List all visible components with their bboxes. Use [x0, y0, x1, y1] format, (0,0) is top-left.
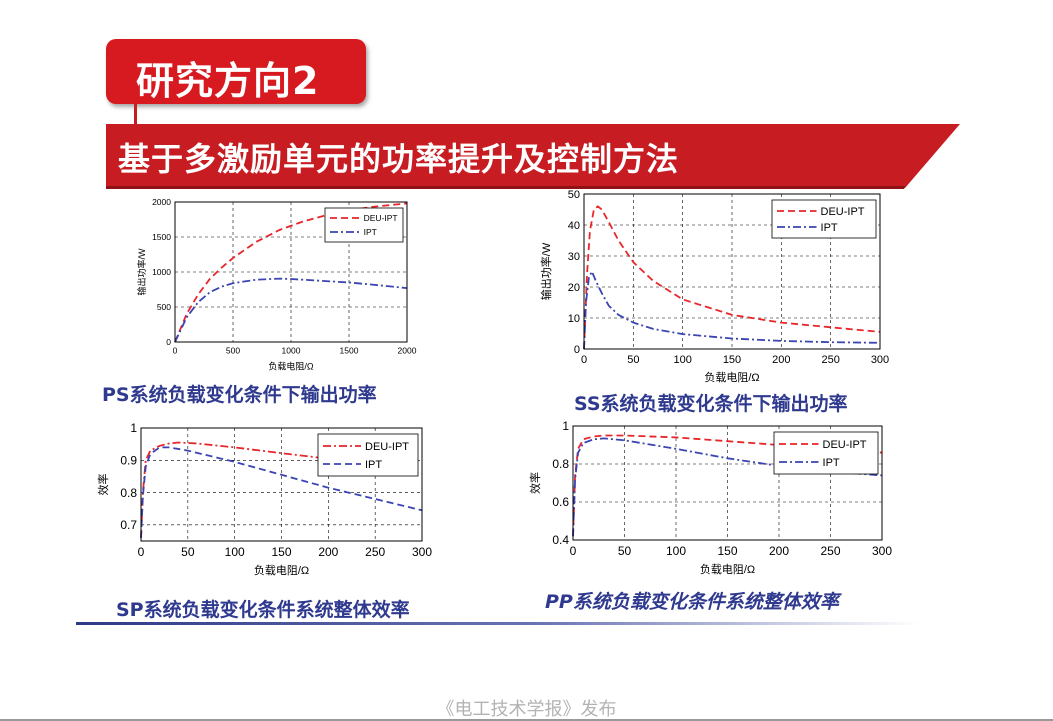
axes-frame: [572, 425, 883, 541]
x-axis-label: 负载电阻/Ω: [700, 562, 755, 576]
legend-label-ipt: IPT: [821, 222, 838, 234]
x-tick-label: 50: [627, 354, 639, 366]
footer-line: [0, 719, 1053, 721]
y-tick-label: 1000: [152, 267, 171, 277]
x-tick-label: 250: [820, 544, 840, 558]
caption-sp: SP系统负载变化条件系统整体效率: [116, 599, 410, 621]
y-tick-label: 0.4: [552, 533, 569, 547]
x-tick-label: 300: [412, 545, 432, 559]
x-tick-label: 100: [673, 354, 691, 366]
banner-title: 基于多激励单元的功率提升及控制方法: [118, 140, 680, 178]
y-tick-label: 1: [130, 421, 137, 435]
x-tick-label: 300: [872, 544, 892, 558]
x-tick-label: 200: [769, 544, 789, 558]
y-tick-label: 0.8: [552, 457, 569, 471]
x-axis-label: 负载电阻/Ω: [254, 563, 309, 577]
axes-frame: [140, 427, 423, 542]
legend-label-deu-ipt: DEU-IPT: [365, 441, 409, 453]
x-tick-label: 300: [871, 354, 889, 366]
x-tick-label: 150: [271, 545, 291, 559]
series-line-ipt: [174, 277, 408, 343]
x-tick-label: 2000: [398, 346, 417, 356]
x-tick-label: 500: [226, 346, 240, 356]
legend-label-deu-ipt: DEU-IPT: [364, 213, 398, 223]
x-tick-label: 250: [365, 545, 385, 559]
y-tick-label: 2000: [152, 197, 171, 207]
slide-title: 研究方向2: [136, 59, 320, 103]
x-tick-label: 1000: [282, 346, 301, 356]
x-tick-label: 50: [181, 545, 195, 559]
x-tick-label: 200: [772, 354, 790, 366]
x-tick-label: 0: [173, 346, 178, 356]
legend-label-deu-ipt: DEU-IPT: [823, 439, 867, 451]
x-tick-label: 200: [318, 545, 338, 559]
axes-frame: [174, 201, 408, 343]
x-tick-label: 0: [138, 545, 145, 559]
y-tick-label: 0: [574, 344, 580, 356]
x-tick-label: 100: [666, 544, 686, 558]
x-axis-label: 负载电阻/Ω: [704, 370, 759, 384]
y-tick-label: 0.6: [552, 495, 569, 509]
y-tick-label: 0: [166, 337, 171, 347]
x-tick-label: 0: [581, 354, 587, 366]
x-tick-label: 100: [225, 545, 245, 559]
axes-frame: [583, 193, 881, 350]
legend-label-ipt: IPT: [823, 457, 840, 469]
series-line-deu-ipt: [583, 205, 881, 350]
y-tick-label: 0.9: [120, 453, 137, 467]
y-tick-label: 0.8: [120, 486, 137, 500]
series-line-ipt: [583, 269, 881, 350]
banner-background: [106, 124, 960, 189]
y-tick-label: 1: [562, 419, 569, 433]
footer-source: 《电工技术学报》发布: [436, 699, 617, 720]
title-connector: [134, 104, 137, 126]
legend-label-ipt: IPT: [364, 227, 377, 237]
legend-box: [317, 433, 419, 477]
caption-ps: PS系统负载变化条件下输出功率: [102, 384, 377, 406]
y-tick-label: 1500: [152, 232, 171, 242]
y-axis-label: 效率: [528, 472, 542, 494]
x-tick-label: 1500: [340, 346, 359, 356]
series-line-ipt: [140, 446, 423, 538]
legend-box: [773, 431, 879, 475]
x-tick-label: 0: [570, 544, 577, 558]
title-box: [106, 39, 366, 104]
legend-box: [771, 199, 877, 239]
legend-label-ipt: IPT: [365, 459, 382, 471]
y-tick-label: 0.7: [120, 518, 137, 532]
y-tick-label: 500: [157, 302, 171, 312]
y-tick-label: 40: [568, 220, 580, 232]
x-axis-label: 负载电阻/Ω: [268, 361, 314, 372]
y-tick-label: 10: [568, 313, 580, 325]
x-tick-label: 50: [618, 544, 632, 558]
legend-box: [324, 207, 404, 243]
x-tick-label: 150: [723, 354, 741, 366]
y-tick-label: 30: [568, 251, 580, 263]
y-tick-label: 20: [568, 282, 580, 294]
y-axis-label: 效率: [96, 474, 110, 496]
x-tick-label: 250: [821, 354, 839, 366]
caption-pp: PP系统负载变化条件系统整体效率: [545, 591, 839, 613]
y-tick-label: 50: [568, 189, 580, 201]
x-tick-label: 150: [717, 544, 737, 558]
caption-ss: SS系统负载变化条件下输出功率: [574, 393, 848, 415]
legend-label-deu-ipt: DEU-IPT: [821, 206, 865, 218]
y-axis-label: 输出功率/W: [539, 242, 553, 300]
divider-line: [76, 622, 920, 625]
y-axis-label: 输出功率/W: [136, 248, 147, 296]
